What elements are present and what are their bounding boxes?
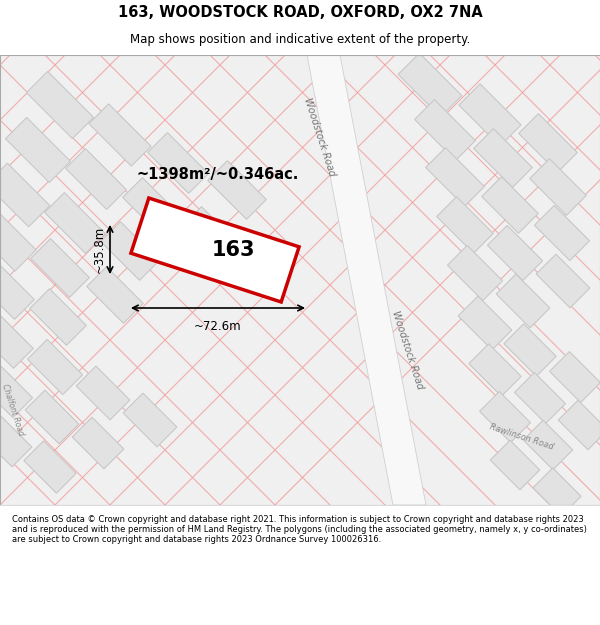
Polygon shape	[76, 366, 130, 420]
Polygon shape	[5, 118, 71, 182]
Text: 163: 163	[211, 240, 255, 260]
Polygon shape	[535, 206, 590, 261]
Polygon shape	[0, 362, 32, 418]
Polygon shape	[122, 177, 181, 236]
Polygon shape	[87, 267, 143, 323]
Polygon shape	[490, 440, 540, 490]
Polygon shape	[0, 261, 34, 319]
Polygon shape	[182, 207, 238, 263]
Polygon shape	[550, 351, 600, 403]
Polygon shape	[307, 55, 426, 505]
Polygon shape	[24, 441, 76, 493]
Polygon shape	[131, 198, 299, 302]
Polygon shape	[518, 114, 577, 172]
Text: Rawlinson Road: Rawlinson Road	[489, 422, 555, 452]
Polygon shape	[0, 413, 32, 467]
Polygon shape	[504, 324, 556, 376]
Polygon shape	[415, 99, 475, 161]
Polygon shape	[482, 177, 538, 233]
Polygon shape	[208, 161, 266, 219]
Polygon shape	[30, 289, 86, 345]
Text: Map shows position and indicative extent of the property.: Map shows position and indicative extent…	[130, 33, 470, 46]
Text: Chalfont Road: Chalfont Road	[1, 383, 26, 437]
Polygon shape	[536, 254, 590, 308]
Polygon shape	[459, 84, 521, 146]
Polygon shape	[0, 209, 36, 271]
Polygon shape	[44, 192, 106, 253]
Polygon shape	[487, 226, 542, 281]
Polygon shape	[31, 239, 89, 298]
Polygon shape	[479, 391, 530, 442]
Polygon shape	[65, 149, 127, 209]
Polygon shape	[558, 400, 600, 450]
Polygon shape	[28, 339, 83, 394]
Polygon shape	[469, 344, 521, 396]
Polygon shape	[515, 372, 565, 424]
Polygon shape	[437, 197, 493, 253]
Polygon shape	[530, 159, 586, 215]
Text: ~72.6m: ~72.6m	[194, 320, 242, 333]
Text: ~1398m²/~0.346ac.: ~1398m²/~0.346ac.	[137, 168, 299, 182]
Text: ~35.8m: ~35.8m	[93, 226, 106, 273]
Text: Woodstock Road: Woodstock Road	[391, 309, 425, 391]
Polygon shape	[123, 393, 177, 447]
Polygon shape	[473, 129, 532, 188]
Polygon shape	[523, 420, 573, 470]
Polygon shape	[533, 468, 581, 516]
Polygon shape	[72, 418, 124, 469]
Polygon shape	[458, 296, 512, 350]
Polygon shape	[25, 390, 79, 444]
Polygon shape	[0, 312, 33, 368]
Text: 163, WOODSTOCK ROAD, OXFORD, OX2 7NA: 163, WOODSTOCK ROAD, OXFORD, OX2 7NA	[118, 4, 482, 19]
Polygon shape	[89, 104, 151, 166]
Polygon shape	[0, 163, 50, 227]
Text: Woodstock Road: Woodstock Road	[302, 96, 337, 178]
Polygon shape	[148, 132, 208, 193]
Polygon shape	[398, 53, 462, 117]
Polygon shape	[26, 71, 94, 139]
Polygon shape	[496, 274, 550, 328]
Polygon shape	[448, 246, 503, 301]
Polygon shape	[101, 222, 160, 281]
Polygon shape	[425, 148, 484, 206]
Text: Contains OS data © Crown copyright and database right 2021. This information is : Contains OS data © Crown copyright and d…	[12, 514, 587, 544]
